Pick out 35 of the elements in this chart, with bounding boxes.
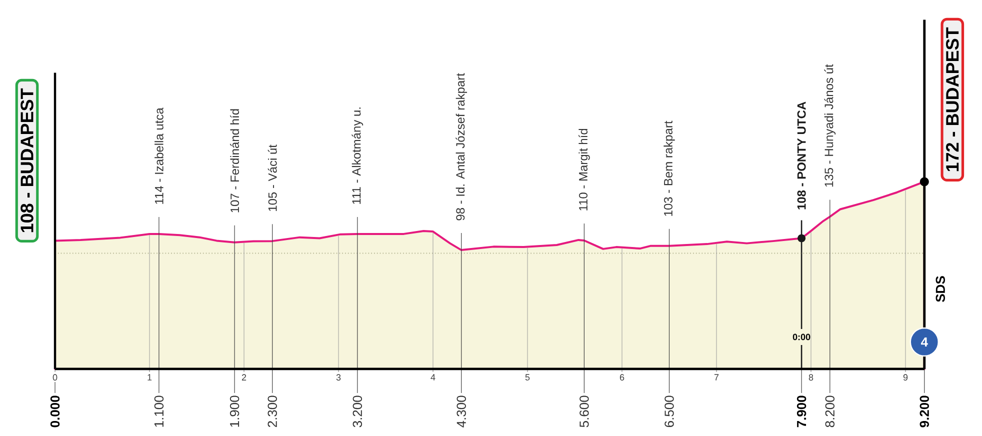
annotation: 1.900 (230, 396, 240, 427)
x-tick-label: 8 (808, 374, 814, 381)
annotation: 5.600 (580, 396, 589, 428)
x-tick-label: 1 (148, 374, 152, 380)
annotation: 4 (920, 338, 928, 346)
annotation: 0.000 (50, 396, 60, 428)
x-tick-label: 0 (52, 374, 58, 381)
text: SDS (936, 276, 945, 302)
annotation: 135 - Hunyadi János út (824, 64, 836, 187)
x-tick-label: 4 (430, 374, 436, 380)
annotation: 98 - Id. Antal József rakpart (456, 73, 468, 220)
x-tick-label: 9 (903, 374, 908, 381)
annotation: 4.300 (456, 396, 466, 428)
annotation: 114 - Izabella utca (154, 108, 164, 204)
x-tick-label: 5 (525, 374, 530, 380)
x-tick-label: 3 (336, 374, 341, 381)
ref-line-label: 108 - PONTY UTCA (797, 102, 806, 210)
annotation: 108 - BUDAPEST (20, 88, 34, 232)
annotation: 103 - Bem rakpart (664, 120, 675, 216)
annotation: 0:00 (792, 334, 810, 340)
annotation: 7.900 (796, 396, 806, 428)
annotation: 172 - BUDAPEST (946, 27, 959, 172)
x-tick-label: 7 (714, 374, 719, 380)
annotation: 107 - Ferdinánd híd (230, 109, 240, 212)
x-tick-label: 6 (620, 374, 624, 381)
annotation: 110 - Margit híd (578, 128, 590, 210)
x-tick-label: 2 (242, 374, 246, 380)
annotation: 6.500 (664, 396, 674, 428)
annotation: 111 - Alkotmány u. (352, 108, 364, 204)
annotation: 8.200 (825, 396, 834, 428)
annotation: 9.200 (920, 396, 929, 428)
annotation: 105 - Váci út (268, 144, 277, 211)
annotation: 1.100 (154, 396, 164, 427)
annotation: 2.300 (268, 396, 277, 428)
annotation: 3.200 (352, 396, 362, 428)
